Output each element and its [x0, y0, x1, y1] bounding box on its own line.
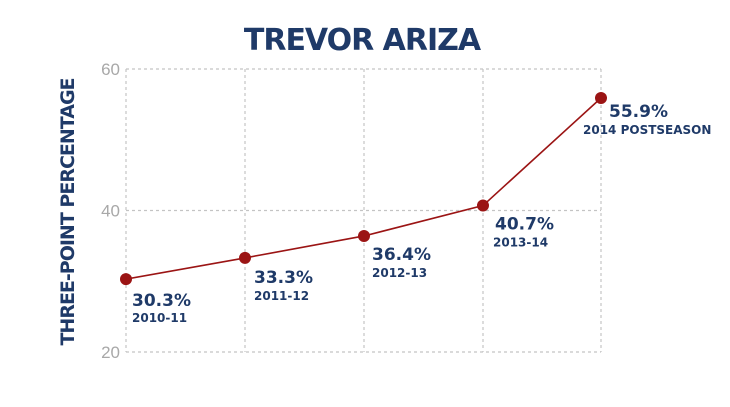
- y-tick-label: 60: [101, 60, 120, 79]
- y-tick-label: 40: [101, 202, 120, 221]
- data-point: [477, 199, 489, 212]
- value-label: 36.4%: [372, 245, 431, 265]
- y-axis-ticks: 20 40 60: [101, 60, 120, 362]
- y-tick-label: 20: [101, 343, 120, 362]
- season-label: 2011-12: [254, 289, 309, 303]
- season-label: 2010-11: [132, 311, 187, 325]
- value-label: 33.3%: [254, 268, 313, 288]
- value-label: 40.7%: [495, 215, 554, 235]
- data-point: [358, 229, 370, 242]
- y-axis-label: THREE-POINT PERCENTAGE: [57, 78, 79, 345]
- season-label: 2013-14: [493, 236, 548, 250]
- value-label: 55.9%: [609, 102, 668, 122]
- data-point: [239, 251, 251, 264]
- data-point: [120, 273, 132, 286]
- chart-title: TREVOR ARIZA: [244, 23, 482, 58]
- season-label: 2012-13: [372, 266, 427, 280]
- data-point: [595, 92, 607, 105]
- value-label: 30.3%: [132, 291, 191, 311]
- data-points: [120, 92, 607, 286]
- data-labels: 30.3%2010-11 33.3%2011-12 36.4%2012-13 40.7…: [132, 102, 711, 325]
- season-label: 2014 POSTSEASON: [583, 123, 711, 137]
- grid: [125, 68, 602, 353]
